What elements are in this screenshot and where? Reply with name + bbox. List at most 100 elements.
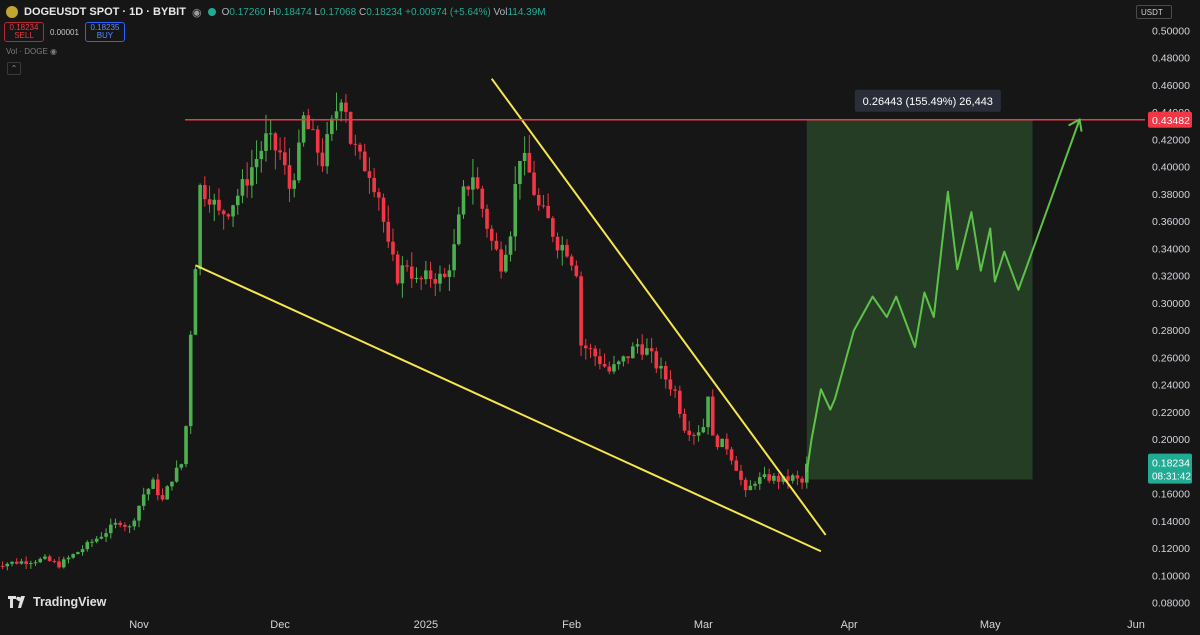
- volume-indicator-label[interactable]: Vol · DOGE ◉: [6, 47, 58, 56]
- candle: [353, 134, 358, 156]
- candle-body: [278, 150, 282, 153]
- candle-body: [663, 365, 668, 380]
- trade-panel: 0.18234 SELL 0.00001 0.18235 BUY: [4, 22, 125, 42]
- candle-body: [710, 396, 715, 436]
- eye-icon[interactable]: ◉: [50, 47, 58, 56]
- candle-body: [734, 460, 739, 471]
- candle-body: [447, 270, 452, 277]
- candle-body: [174, 467, 179, 482]
- candle-body: [282, 152, 287, 166]
- eye-icon[interactable]: ◉: [191, 6, 202, 19]
- candle-body: [212, 199, 217, 205]
- candle-body: [772, 475, 776, 481]
- candle-body: [221, 210, 226, 215]
- candle-body: [207, 199, 212, 205]
- candle-body: [532, 172, 536, 195]
- candle-body: [287, 165, 292, 189]
- symbol-title[interactable]: DOGEUSDT SPOT · 1D · BYBIT: [24, 6, 186, 18]
- candle-body: [391, 241, 395, 255]
- candle-body: [146, 488, 151, 495]
- candle: [645, 338, 649, 356]
- candle-body: [325, 134, 329, 167]
- bar-countdown: 08:31:42: [1152, 472, 1191, 483]
- candle: [264, 114, 268, 162]
- candle-body: [569, 256, 574, 266]
- candle: [137, 505, 141, 528]
- time-tick-label: Dec: [270, 619, 290, 631]
- candle-body: [560, 244, 565, 251]
- candle-body: [729, 449, 734, 461]
- candle: [85, 540, 90, 552]
- candle: [565, 239, 569, 258]
- candle: [292, 173, 296, 198]
- candle-body: [367, 171, 372, 178]
- candle-body: [330, 118, 334, 135]
- candle-body: [156, 479, 160, 496]
- candle: [649, 337, 654, 364]
- candle: [772, 473, 776, 484]
- candle-body: [14, 561, 19, 564]
- candle-body: [668, 379, 673, 390]
- candle-body: [311, 129, 315, 131]
- candle: [231, 204, 235, 227]
- candle-body: [452, 244, 456, 271]
- price-tick-label: 0.10000: [1152, 570, 1190, 582]
- candle: [348, 111, 353, 146]
- lower-trendline[interactable]: [195, 264, 822, 553]
- candle: [710, 389, 715, 436]
- candle-body: [518, 161, 522, 185]
- candle-body: [259, 150, 264, 160]
- price-axis[interactable]: 0.080000.100000.120000.140000.160000.180…: [1148, 26, 1192, 610]
- candle: [518, 160, 522, 200]
- candle-body: [160, 495, 165, 500]
- candle: [626, 356, 630, 364]
- candle-body: [301, 115, 306, 143]
- sell-button[interactable]: 0.18234 SELL: [4, 22, 44, 42]
- candle-body: [61, 559, 66, 568]
- candle: [127, 524, 132, 534]
- candle-body: [682, 413, 687, 431]
- candle: [33, 560, 38, 566]
- collapse-chevron-icon[interactable]: ⌃: [7, 62, 21, 75]
- candle: [61, 556, 66, 569]
- candle-body: [80, 549, 85, 553]
- candle-body: [400, 265, 405, 284]
- candle: [381, 193, 386, 233]
- time-tick-label: Mar: [694, 619, 713, 631]
- projection-path[interactable]: [805, 119, 1081, 473]
- candle: [687, 421, 692, 442]
- candle: [447, 264, 452, 292]
- candle: [386, 205, 391, 249]
- candle: [358, 142, 362, 160]
- candle-body: [489, 228, 494, 241]
- candle-body: [231, 205, 235, 217]
- upper-trendline[interactable]: [490, 78, 827, 536]
- candle: [640, 334, 645, 361]
- candle-body: [19, 561, 24, 564]
- candle-body: [315, 129, 320, 153]
- candle: [805, 456, 809, 489]
- candle-body: [306, 115, 311, 130]
- candle: [555, 232, 560, 259]
- candle: [790, 473, 795, 484]
- candle-body: [485, 208, 489, 229]
- candle-body: [38, 558, 43, 563]
- buy-button[interactable]: 0.18235 BUY: [84, 22, 125, 42]
- candle: [461, 180, 466, 219]
- candle-body: [461, 186, 466, 215]
- time-axis[interactable]: Nov Dec 2025 Feb Mar Apr May Jun: [129, 619, 1145, 631]
- projection-arrowhead: [1068, 117, 1083, 132]
- currency-selector[interactable]: USDT: [1136, 5, 1172, 19]
- candle-body: [565, 244, 569, 257]
- candle-body: [5, 563, 10, 567]
- price-tick-label: 0.26000: [1152, 352, 1190, 364]
- candle: [442, 267, 447, 279]
- candle: [527, 135, 532, 173]
- candle-body: [616, 361, 621, 365]
- candle-body: [706, 396, 710, 428]
- candle: [678, 385, 682, 418]
- candle: [66, 555, 71, 564]
- candle-body: [602, 364, 607, 367]
- candle-body: [743, 479, 748, 491]
